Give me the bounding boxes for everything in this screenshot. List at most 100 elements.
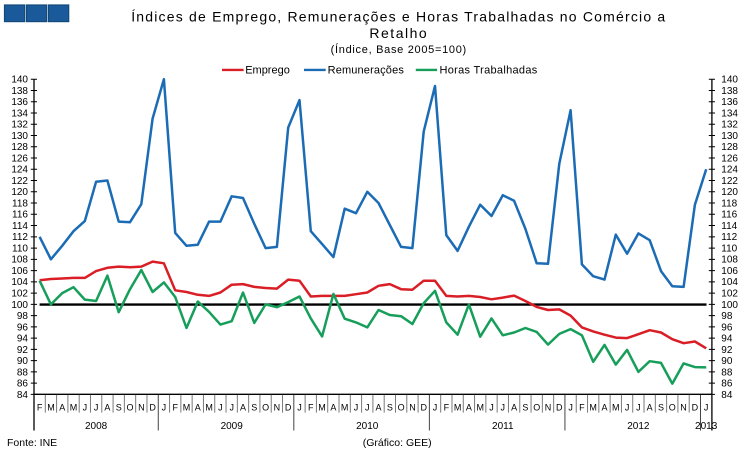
svg-text:D: D (556, 403, 563, 413)
svg-text:A: A (240, 403, 246, 413)
svg-text:134: 134 (721, 108, 738, 119)
svg-text:A: A (647, 403, 653, 413)
svg-text:90: 90 (721, 356, 733, 367)
svg-text:D: D (692, 403, 699, 413)
svg-text:138: 138 (721, 86, 738, 97)
svg-text:100: 100 (11, 300, 28, 311)
svg-text:106: 106 (721, 266, 738, 277)
svg-text:118: 118 (12, 198, 28, 209)
svg-text:D: D (420, 403, 427, 413)
svg-text:112: 112 (721, 232, 737, 243)
svg-text:A: A (376, 403, 382, 413)
svg-text:116: 116 (12, 210, 28, 221)
svg-text:92: 92 (721, 345, 733, 356)
svg-text:A: A (59, 403, 65, 413)
svg-text:N: N (274, 403, 281, 413)
svg-text:2010: 2010 (356, 421, 379, 432)
svg-text:88: 88 (17, 367, 29, 378)
svg-text:84: 84 (17, 390, 29, 401)
svg-text:Fonte: INE: Fonte: INE (7, 437, 57, 449)
svg-text:M: M (183, 403, 191, 413)
svg-text:S: S (522, 403, 528, 413)
svg-text:M: M (454, 403, 462, 413)
svg-text:S: S (387, 403, 393, 413)
svg-text:98: 98 (17, 311, 29, 322)
svg-text:134: 134 (11, 108, 28, 119)
svg-text:D: D (149, 403, 156, 413)
svg-text:A: A (466, 403, 472, 413)
svg-text:J: J (218, 403, 223, 413)
svg-text:104: 104 (721, 277, 738, 288)
svg-text:A: A (601, 403, 607, 413)
svg-text:116: 116 (721, 210, 737, 221)
svg-text:110: 110 (12, 243, 28, 254)
svg-text:J: J (489, 403, 494, 413)
svg-text:M: M (70, 403, 78, 413)
svg-text:120: 120 (11, 187, 28, 198)
svg-text:F: F (579, 403, 585, 413)
svg-text:136: 136 (721, 97, 738, 108)
svg-text:106: 106 (11, 266, 28, 277)
svg-text:132: 132 (721, 120, 738, 131)
svg-text:S: S (116, 403, 122, 413)
svg-text:2013: 2013 (695, 421, 718, 432)
svg-text:108: 108 (721, 255, 738, 266)
svg-text:M: M (318, 403, 326, 413)
svg-text:J: J (229, 403, 234, 413)
svg-text:N: N (680, 403, 687, 413)
svg-text:130: 130 (11, 131, 28, 142)
svg-text:88: 88 (721, 367, 733, 378)
svg-text:S: S (251, 403, 257, 413)
svg-text:J: J (704, 403, 709, 413)
svg-text:102: 102 (11, 289, 28, 300)
svg-text:132: 132 (11, 120, 28, 131)
svg-text:N: N (545, 403, 552, 413)
svg-text:M: M (341, 403, 349, 413)
svg-text:O: O (533, 403, 540, 413)
svg-text:J: J (297, 403, 302, 413)
svg-text:94: 94 (17, 334, 29, 345)
svg-text:J: J (625, 403, 630, 413)
svg-text:140: 140 (11, 75, 28, 86)
svg-text:94: 94 (721, 334, 733, 345)
svg-text:N: N (409, 403, 416, 413)
svg-text:(Índice, Base 2005=100): (Índice, Base 2005=100) (331, 43, 467, 56)
svg-text:Retalho: Retalho (369, 25, 428, 41)
svg-text:O: O (127, 403, 134, 413)
svg-text:O: O (398, 403, 405, 413)
svg-text:J: J (162, 403, 167, 413)
svg-text:90: 90 (17, 356, 29, 367)
svg-text:M: M (205, 403, 213, 413)
svg-text:2011: 2011 (492, 421, 514, 432)
svg-text:J: J (83, 403, 88, 413)
svg-text:138: 138 (11, 86, 28, 97)
svg-text:A: A (511, 403, 517, 413)
svg-text:86: 86 (721, 379, 733, 390)
svg-text:118: 118 (721, 198, 737, 209)
svg-text:J: J (94, 403, 99, 413)
svg-text:124: 124 (721, 165, 738, 176)
svg-text:Índices de Emprego, Remuneraçõ: Índices de Emprego, Remunerações e Horas… (131, 8, 666, 24)
svg-text:F: F (172, 403, 178, 413)
svg-text:F: F (37, 403, 43, 413)
svg-text:122: 122 (11, 176, 28, 187)
svg-text:A: A (104, 403, 110, 413)
svg-text:92: 92 (17, 345, 29, 356)
svg-text:J: J (568, 403, 573, 413)
svg-text:N: N (138, 403, 145, 413)
svg-text:Horas Trabalhadas: Horas Trabalhadas (440, 65, 538, 77)
svg-text:120: 120 (721, 187, 738, 198)
svg-text:J: J (433, 403, 438, 413)
svg-text:104: 104 (11, 277, 28, 288)
svg-text:114: 114 (721, 221, 737, 232)
svg-text:126: 126 (11, 153, 28, 164)
svg-text:2009: 2009 (221, 421, 244, 432)
svg-text:102: 102 (721, 289, 738, 300)
svg-text:(Gráfico: GEE): (Gráfico: GEE) (363, 437, 432, 449)
svg-text:M: M (612, 403, 620, 413)
svg-text:F: F (308, 403, 314, 413)
svg-text:2008: 2008 (85, 421, 108, 432)
svg-text:D: D (285, 403, 292, 413)
svg-text:96: 96 (721, 322, 733, 333)
svg-text:M: M (476, 403, 484, 413)
